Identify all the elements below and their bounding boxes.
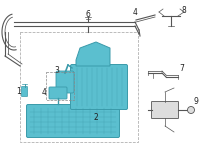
Text: 9: 9 (194, 97, 198, 106)
Text: 6: 6 (86, 10, 90, 19)
Text: 7: 7 (180, 64, 184, 72)
Text: 4: 4 (133, 7, 137, 16)
Text: 1: 1 (17, 86, 21, 96)
FancyBboxPatch shape (56, 71, 74, 93)
Bar (20, 32, 138, 142)
FancyBboxPatch shape (26, 105, 120, 137)
Circle shape (188, 106, 194, 113)
Text: 4: 4 (42, 87, 46, 96)
FancyBboxPatch shape (22, 86, 28, 96)
Polygon shape (76, 42, 110, 66)
Bar (46, 72, 74, 100)
FancyBboxPatch shape (152, 101, 179, 118)
Text: 3: 3 (55, 66, 59, 75)
Text: 2: 2 (94, 113, 98, 122)
FancyBboxPatch shape (70, 65, 128, 110)
FancyBboxPatch shape (49, 87, 67, 99)
Text: 8: 8 (182, 5, 186, 15)
